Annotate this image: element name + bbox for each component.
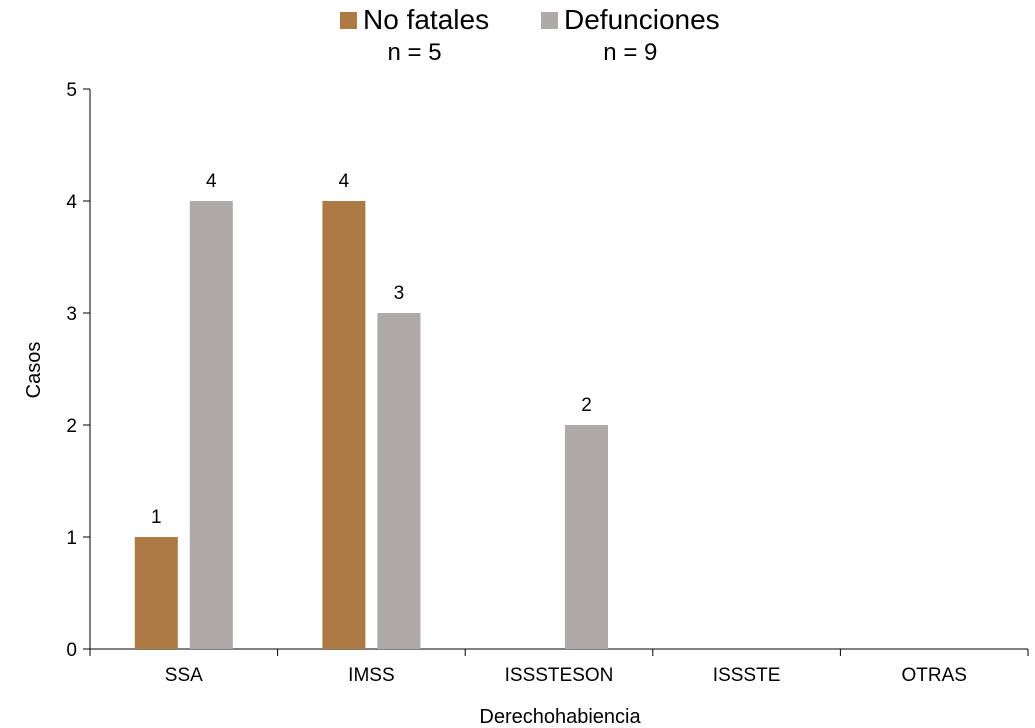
legend-label-no-fatales: No fatales <box>363 4 490 35</box>
legend-n-defunciones: n = 9 <box>603 39 658 66</box>
legend-swatch-no-fatales <box>340 11 357 29</box>
x-axis-title: Derechohabiencia <box>479 706 641 728</box>
axes: 0 1 2 3 4 5 SSA IMSS ISSSTESON ISSSTE OTRAS <box>66 80 1029 686</box>
y-tick-label: 4 <box>66 192 77 213</box>
y-tick-label: 2 <box>66 416 77 437</box>
legend-swatch-defunciones <box>541 11 558 29</box>
bar <box>134 537 178 649</box>
legend-n-no-fatales: n = 5 <box>387 39 442 66</box>
data-label: 4 <box>339 171 350 192</box>
data-label: 2 <box>581 395 592 416</box>
y-tick-label: 0 <box>66 640 77 661</box>
x-tick-label: OTRAS <box>901 665 966 686</box>
bar <box>377 313 421 649</box>
legend-item-no-fatales: No fatales n = 5 <box>340 4 489 68</box>
data-label: 4 <box>206 171 217 192</box>
bar <box>189 201 233 649</box>
bar <box>322 201 366 649</box>
bars <box>134 201 608 649</box>
y-tick-label: 3 <box>66 304 77 325</box>
legend-label-defunciones: Defunciones <box>564 4 720 35</box>
y-tick-label: 5 <box>66 80 77 101</box>
legend: No fatales n = 5 Defunciones n = 9 <box>0 4 1035 74</box>
x-tick-label: ISSSTESON <box>505 665 614 686</box>
x-tick-label: SSA <box>165 665 203 686</box>
x-tick-label: IMSS <box>348 665 394 686</box>
y-tick-label: 1 <box>66 528 77 549</box>
bar <box>565 425 608 649</box>
data-label: 1 <box>151 507 162 528</box>
data-label: 3 <box>394 283 405 304</box>
data-labels: 1 4 4 3 2 <box>151 171 592 528</box>
legend-item-defunciones: Defunciones n = 9 <box>541 4 720 68</box>
y-axis-title: Casos <box>23 342 45 399</box>
x-tick-label: ISSSTE <box>713 665 781 686</box>
